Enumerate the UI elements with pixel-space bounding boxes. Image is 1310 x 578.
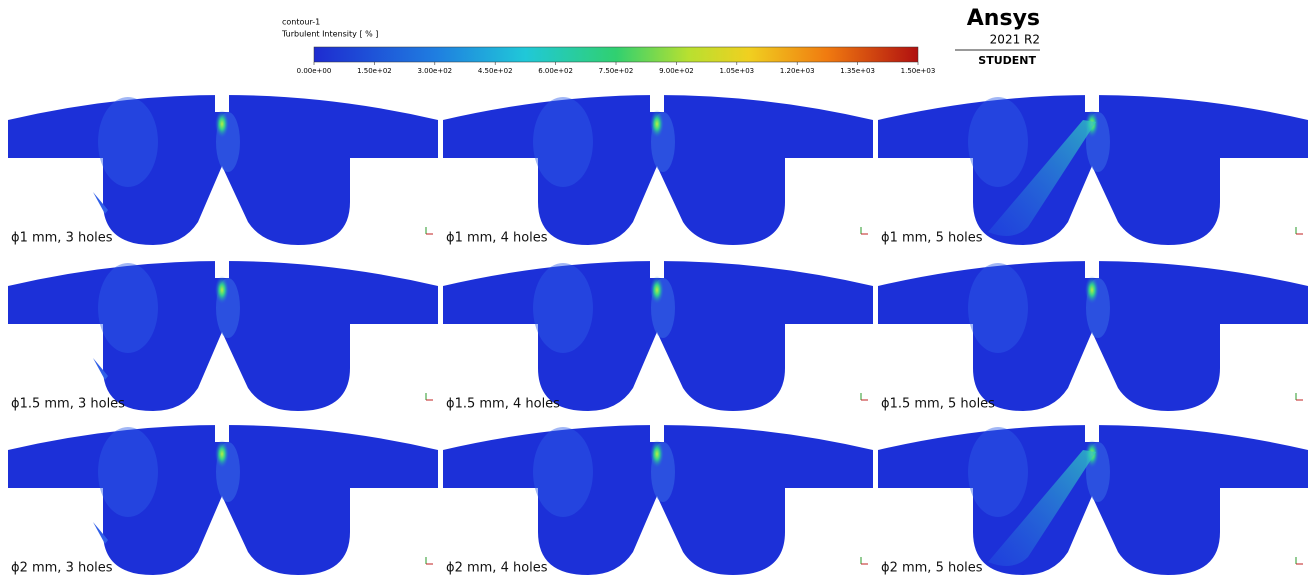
panel-label: ϕ2 mm, 3 holes (11, 561, 113, 576)
colorbar-tick-label: 3.00e+02 (417, 67, 452, 75)
ansys-logo: Ansys 2021 R2 STUDENT (955, 6, 1040, 67)
colorbar-tick-label: 1.50e+02 (357, 67, 392, 75)
colorbar-tick-label: 6.00e+02 (538, 67, 573, 75)
colorbar-title: contour-1 (282, 18, 320, 27)
colorbar-tick-label: 7.50e+02 (599, 67, 634, 75)
panel-grid: ϕ1 mm, 3 holes ϕ1 mm, 4 holes ϕ1 mm, 5 hol… (8, 84, 1308, 576)
axis-triad (426, 393, 433, 400)
panel-label: ϕ1 mm, 5 holes (881, 231, 983, 246)
colorbar: contour-1 Turbulent Intensity [ % ] 0.00… (281, 18, 935, 76)
axis-triad (426, 227, 433, 234)
axis-triad (1296, 393, 1303, 400)
panel-label: ϕ1 mm, 3 holes (11, 231, 113, 246)
contour-panel: ϕ2 mm, 5 holes (878, 414, 1308, 576)
contour-panel: ϕ2 mm, 3 holes (8, 414, 438, 576)
colorbar-tick-label: 4.50e+02 (478, 67, 513, 75)
panel-label: ϕ1.5 mm, 3 holes (11, 397, 125, 412)
logo-edition: STUDENT (978, 54, 1036, 67)
logo-brand: Ansys (967, 6, 1040, 31)
axis-triad (861, 557, 868, 564)
panel-label: ϕ2 mm, 5 holes (881, 561, 983, 576)
contour-panel: ϕ1 mm, 5 holes (878, 84, 1308, 246)
colorbar-tick-label: 1.05e+03 (719, 67, 754, 75)
colorbar-tick-label: 1.20e+03 (780, 67, 815, 75)
colorbar-subtitle: Turbulent Intensity [ % ] (281, 30, 378, 39)
colorbar-tick-label: 9.00e+02 (659, 67, 694, 75)
contour-panel: ϕ1 mm, 4 holes (443, 84, 873, 246)
colorbar-tick-label: 1.50e+03 (901, 67, 936, 75)
colorbar-scale (314, 47, 918, 62)
axis-triad (861, 227, 868, 234)
contour-panel: ϕ1.5 mm, 5 holes (878, 250, 1308, 412)
panel-label: ϕ1.5 mm, 4 holes (446, 397, 560, 412)
panel-label: ϕ1 mm, 4 holes (446, 231, 548, 246)
contour-panel: ϕ1 mm, 3 holes (8, 84, 438, 246)
colorbar-tick-label: 1.35e+03 (840, 67, 875, 75)
axis-triad (1296, 227, 1303, 234)
axis-triad (1296, 557, 1303, 564)
axis-triad (861, 393, 868, 400)
contour-panel: ϕ1.5 mm, 3 holes (8, 250, 438, 412)
panel-label: ϕ1.5 mm, 5 holes (881, 397, 995, 412)
contour-panel: ϕ2 mm, 4 holes (443, 414, 873, 576)
colorbar-tick-label: 0.00e+00 (297, 67, 332, 75)
panel-label: ϕ2 mm, 4 holes (446, 561, 548, 576)
axis-triad (426, 557, 433, 564)
logo-version: 2021 R2 (990, 33, 1040, 47)
contour-panel: ϕ1.5 mm, 4 holes (443, 250, 873, 412)
figure: contour-1 Turbulent Intensity [ % ] 0.00… (0, 0, 1310, 578)
